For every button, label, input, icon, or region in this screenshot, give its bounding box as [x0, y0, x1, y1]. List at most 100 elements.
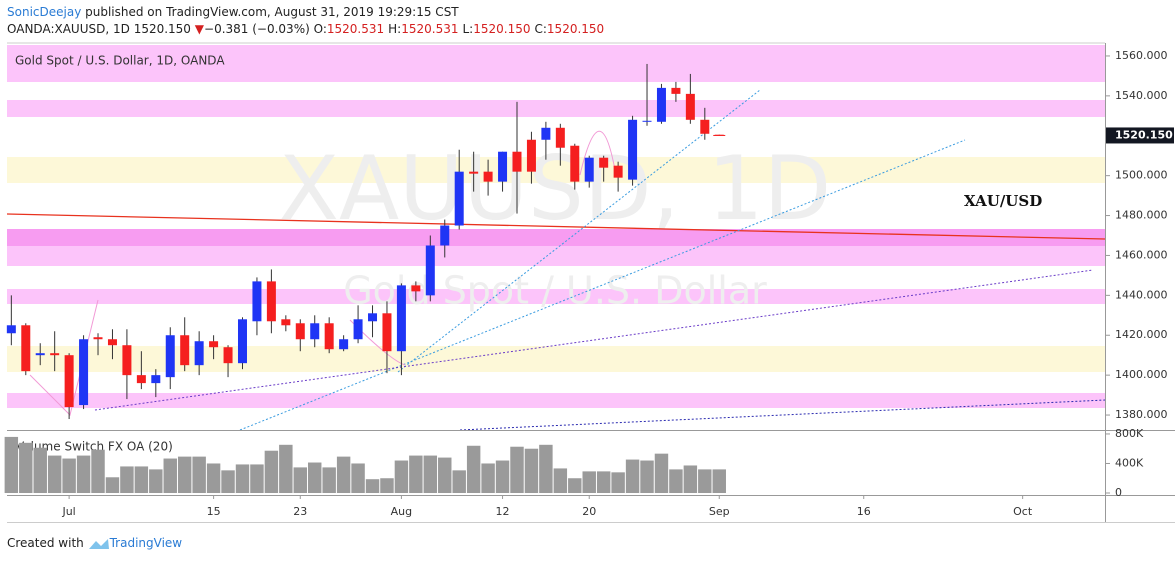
author[interactable]: SonicDeejay — [7, 5, 82, 19]
volume-bar — [33, 447, 47, 494]
ohlc-label: C: — [534, 22, 547, 36]
candle-body — [266, 281, 276, 322]
volume-bar — [495, 460, 510, 494]
candle-body — [151, 375, 161, 384]
annotation: XAU/USD — [964, 192, 1042, 210]
candle-body — [252, 281, 262, 322]
y-tick-label: 1440.000 — [1115, 288, 1168, 301]
y-tick-label: 1420.000 — [1115, 328, 1168, 341]
volume-bar — [308, 462, 322, 494]
published: published on TradingView.com, August 31,… — [85, 5, 459, 19]
volume-bar — [120, 466, 134, 494]
x-tick-label: 15 — [207, 505, 221, 518]
candle-body — [310, 323, 320, 340]
footer-brand[interactable]: TradingView — [109, 536, 183, 550]
y-tick-label: 1500.000 — [1115, 169, 1168, 182]
candle-body — [223, 347, 233, 364]
volume-bar — [177, 456, 192, 494]
volume-bar — [394, 460, 409, 494]
symbol: OANDA:XAUUSD, 1D — [7, 22, 130, 36]
volume-bar — [423, 455, 438, 494]
candle-body — [498, 151, 508, 182]
volume-bar — [438, 457, 452, 494]
x-tick-label: 12 — [496, 505, 510, 518]
volume-tick-label: 400K — [1115, 456, 1144, 469]
volume-bar — [76, 455, 91, 494]
volume-bar — [4, 436, 19, 494]
zone — [7, 289, 1105, 304]
y-tick-label: 1480.000 — [1115, 209, 1168, 222]
candle-body — [107, 339, 117, 346]
candle-body — [584, 157, 594, 182]
candle-body — [656, 87, 666, 122]
candle-body — [324, 323, 334, 350]
volume-bar — [105, 477, 120, 494]
candle-body — [368, 313, 378, 322]
candle-body — [642, 120, 652, 122]
y-tick-label: 1540.000 — [1115, 89, 1168, 102]
volume-bar — [654, 453, 669, 494]
zone — [7, 393, 1105, 408]
volume-bar — [322, 467, 336, 494]
candle-body — [21, 325, 31, 372]
candle-body — [209, 341, 219, 348]
candle-body — [93, 337, 103, 340]
x-tick-label: 20 — [582, 505, 596, 518]
candle-body — [180, 335, 190, 366]
zones — [7, 45, 1105, 408]
change: −0.381 (−0.03%) — [204, 22, 310, 36]
x-tick-label: Oct — [1013, 505, 1033, 518]
y-tick-label: 1560.000 — [1115, 49, 1168, 62]
zone — [7, 157, 1105, 183]
candle-body — [685, 93, 695, 120]
pane-title: Gold Spot / U.S. Dollar, 1D, OANDA — [15, 54, 225, 68]
candle-body — [700, 119, 710, 134]
ohlc: O:1520.531 H:1520.531 L:1520.150 C:1520.150 — [314, 22, 609, 36]
volume-bar — [19, 442, 33, 494]
volume-bar — [596, 471, 611, 494]
footer-prefix: Created with — [7, 536, 84, 550]
ohlc-label: O: — [313, 22, 327, 36]
zone — [7, 246, 1105, 266]
ohlc-value: 1520.531 — [401, 22, 459, 36]
volume-bar — [582, 471, 596, 494]
candle-body — [50, 353, 60, 356]
candle-body — [295, 323, 305, 340]
volume-bar — [134, 466, 149, 494]
candle-body — [599, 157, 609, 168]
ohlc-label: L: — [462, 22, 474, 36]
volume-bar — [611, 472, 625, 494]
volume-tick-label: 0 — [1115, 486, 1122, 499]
volume-bar — [336, 456, 351, 494]
volume-bar — [365, 479, 380, 494]
candle-body — [483, 171, 493, 182]
candle-body — [440, 225, 450, 246]
trend-line — [6, 213, 1106, 240]
volume-title: Volume Switch FX OA (20) — [16, 440, 173, 454]
ohlc-value: 1520.531 — [326, 22, 385, 36]
candle-body — [411, 285, 421, 292]
volume-bar — [698, 469, 712, 494]
candle-body — [425, 245, 435, 296]
trend-line — [397, 89, 761, 373]
arc — [579, 130, 616, 176]
volume-bar — [640, 460, 654, 494]
last-price-box — [1106, 127, 1174, 144]
volume-bar — [452, 470, 466, 494]
candle-body — [194, 341, 204, 366]
x-tick-label: Jul — [61, 505, 75, 518]
volume-bar — [235, 464, 250, 494]
candle-body — [512, 151, 522, 172]
volume-bar — [91, 449, 105, 494]
footer: Created with TradingView — [7, 536, 182, 550]
volume-bar — [466, 445, 481, 494]
candle-body — [526, 139, 536, 172]
volume-bar — [683, 465, 698, 494]
volume-bar — [351, 463, 365, 494]
header-line1: SonicDeejay published on TradingView.com… — [7, 5, 459, 19]
ohlc-label: H: — [388, 22, 402, 36]
volume-bar — [293, 467, 308, 494]
volume-bar — [481, 463, 495, 494]
y-tick-label: 1380.000 — [1115, 408, 1168, 421]
